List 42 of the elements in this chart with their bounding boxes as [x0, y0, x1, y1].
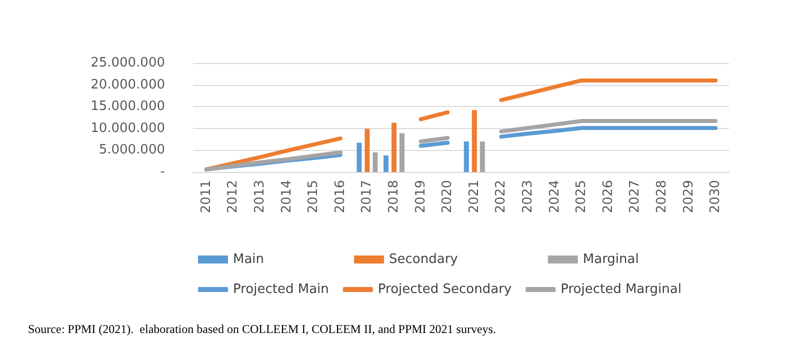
x-tick-label: 2011	[198, 180, 214, 214]
y-tick-label: 20.000.000	[90, 77, 165, 92]
y-tick-label: 5.000.000	[98, 142, 165, 158]
x-tick-label: 2017	[360, 180, 375, 214]
x-tick-label: 2026	[600, 180, 616, 214]
y-tick-label: -	[160, 164, 166, 180]
bar	[384, 155, 388, 172]
bar	[392, 122, 396, 172]
x-tick-label: 2012	[226, 180, 241, 214]
x-tick-label: 2029	[681, 180, 696, 214]
bar	[464, 141, 469, 172]
bar	[372, 152, 378, 172]
legend-label: Projected Secondary	[378, 282, 512, 297]
x-tick-label: 2013	[252, 180, 268, 214]
legend-label: Marginal	[582, 252, 639, 267]
bar	[480, 141, 485, 172]
x-tick-label: 2020	[440, 180, 456, 214]
bar	[472, 110, 477, 172]
source-note: Source: PPMI (2021). elaboration based on COLLEEM I, COLEEM II, and PPMI 2021 surveys.	[28, 322, 496, 336]
x-tick-label: 2014	[279, 180, 294, 214]
x-tick-label: 2016	[332, 180, 348, 214]
y-tick-label: 10.000.000	[90, 120, 165, 136]
legend-label: Main	[233, 252, 264, 267]
legend-label: Secondary	[389, 252, 458, 267]
x-tick-label: 2015	[306, 180, 322, 214]
bar	[364, 128, 370, 172]
bar	[400, 133, 404, 172]
legend-label: Projected Main	[233, 282, 329, 297]
x-tick-label: 2022	[494, 180, 509, 214]
x-tick-label: 2028	[654, 180, 670, 214]
x-tick-label: 2030	[708, 180, 724, 214]
x-tick-label: 2024	[547, 180, 562, 214]
x-tick-label: 2027	[628, 180, 643, 214]
x-tick-label: 2025	[574, 180, 590, 214]
y-tick-label: 25.000.000	[90, 56, 165, 70]
x-tick-label: 2021	[466, 180, 482, 214]
x-tick-label: 2018	[386, 180, 402, 214]
x-tick-label: 2023	[520, 180, 536, 214]
bar	[356, 142, 362, 172]
y-tick-label: 15.000.000	[90, 99, 165, 114]
x-tick-label: 2019	[413, 180, 428, 214]
legend-label: Projected Marginal	[560, 282, 682, 297]
